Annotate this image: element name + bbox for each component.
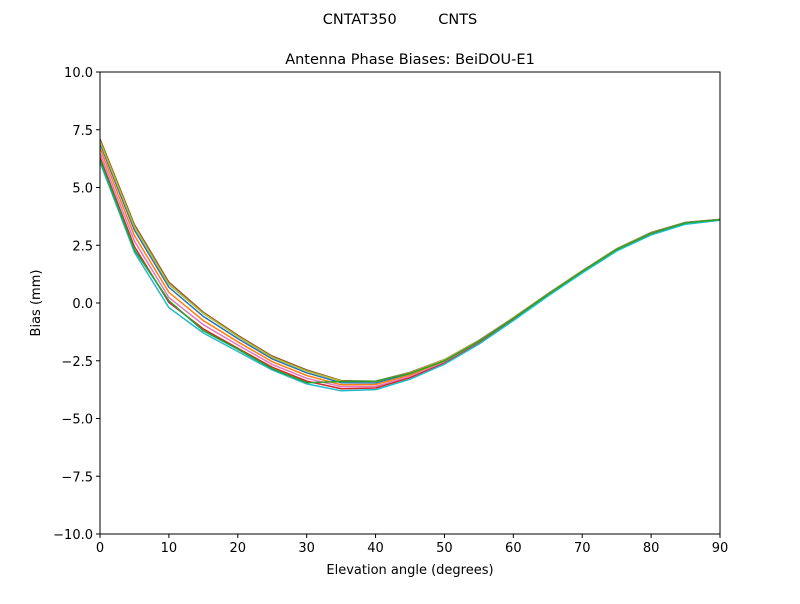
series-line-3 xyxy=(100,152,720,388)
x-tick-label: 60 xyxy=(505,541,522,556)
y-tick-label: 5.0 xyxy=(72,182,93,197)
x-axis: 0 10 20 30 40 50 60 70 80 90 xyxy=(96,534,728,556)
y-tick-label: 0.0 xyxy=(72,297,93,312)
y-axis-label: Bias (mm) xyxy=(29,270,44,337)
series-line-1 xyxy=(100,143,720,384)
x-tick-label: 80 xyxy=(643,541,660,556)
y-tick-label: −5.0 xyxy=(61,413,93,428)
x-tick-label: 50 xyxy=(436,541,453,556)
series-line-0 xyxy=(100,138,720,383)
series-line-2 xyxy=(100,147,720,386)
y-axis: −10.0 −7.5 −5.0 −2.5 0.0 2.5 5.0 7.5 10.0 xyxy=(53,66,100,543)
x-tick-label: 0 xyxy=(96,541,104,556)
x-tick-label: 90 xyxy=(712,541,729,556)
x-tick-label: 70 xyxy=(574,541,591,556)
y-tick-label: 10.0 xyxy=(64,66,93,81)
series-line-5 xyxy=(100,161,720,392)
series-line-7 xyxy=(100,159,720,384)
y-tick-label: −2.5 xyxy=(61,355,93,370)
x-tick-label: 40 xyxy=(367,541,384,556)
x-tick-label: 30 xyxy=(298,541,315,556)
chart-suptitle: CNTAT350 CNTS xyxy=(323,12,478,28)
series-line-6 xyxy=(100,141,720,383)
chart-title: Antenna Phase Biases: BeiDOU-E1 xyxy=(285,52,535,68)
x-tick-label: 20 xyxy=(230,541,247,556)
x-axis-label: Elevation angle (degrees) xyxy=(326,563,493,578)
series-group xyxy=(100,138,720,392)
y-tick-label: −10.0 xyxy=(53,528,93,543)
y-tick-label: 2.5 xyxy=(72,239,93,254)
x-tick-label: 10 xyxy=(161,541,178,556)
series-line-4 xyxy=(100,157,720,390)
y-tick-label: −7.5 xyxy=(61,470,93,485)
y-tick-label: 7.5 xyxy=(72,124,93,139)
